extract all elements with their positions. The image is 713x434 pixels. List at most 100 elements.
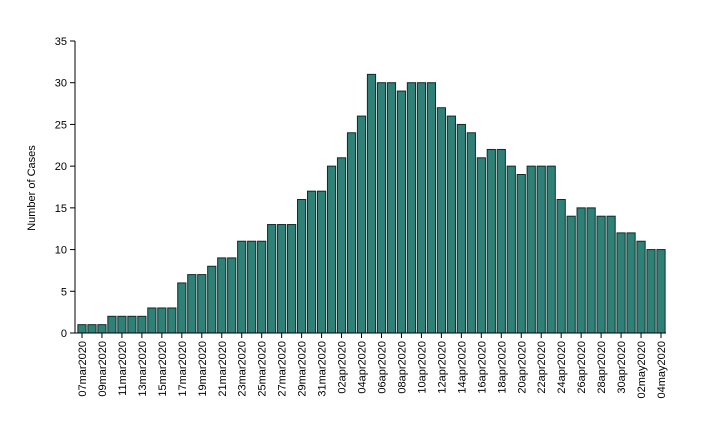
y-tick-label: 0 [61, 328, 67, 340]
bar [197, 274, 207, 334]
bar [346, 132, 357, 334]
bar [556, 199, 566, 334]
y-axis: 0 5 10 15 20 25 30 35 [55, 36, 76, 340]
x-tick-label: 25mar2020 [257, 341, 269, 397]
bar [326, 165, 337, 334]
bar [306, 190, 317, 334]
y-tick-label: 5 [61, 286, 67, 298]
bar [237, 240, 247, 334]
bar [566, 215, 576, 334]
bar [277, 224, 287, 334]
bar [606, 215, 616, 334]
bar [596, 215, 606, 334]
bar [486, 148, 496, 334]
bar [506, 165, 516, 334]
x-tick-label: 16apr2020 [476, 341, 488, 394]
y-tick-label: 35 [55, 36, 67, 48]
bar [546, 165, 556, 334]
bar [446, 115, 456, 334]
y-tick-label: 30 [55, 78, 67, 90]
bar [576, 207, 586, 334]
y-axis-title: Number of Cases [26, 145, 38, 231]
y-tick-label: 25 [55, 119, 67, 131]
bar [536, 165, 546, 334]
bar [366, 73, 377, 334]
x-tick-label: 07mar2020 [77, 341, 89, 397]
bar [177, 282, 187, 334]
bar [586, 207, 596, 334]
x-tick-label: 31mar2020 [317, 341, 329, 397]
x-tick-label: 13mar2020 [137, 341, 149, 397]
x-tick-label: 04may2020 [656, 341, 668, 399]
x-tick-label: 17mar2020 [177, 341, 189, 397]
x-tick-label: 15mar2020 [157, 341, 169, 397]
x-tick-label: 19mar2020 [197, 341, 209, 397]
bar [147, 307, 157, 334]
y-tick-label: 20 [55, 161, 67, 173]
x-tick-label: 02apr2020 [337, 341, 349, 394]
bar [77, 324, 87, 334]
bar [386, 82, 397, 334]
bar [626, 232, 636, 334]
bar [466, 132, 476, 334]
bar [87, 324, 97, 334]
x-tick-label: 23mar2020 [237, 341, 249, 397]
bar [406, 82, 417, 334]
x-tick-label: 02may2020 [636, 341, 648, 399]
x-tick-label: 29mar2020 [297, 341, 309, 397]
bar [297, 199, 307, 334]
bar [316, 190, 327, 334]
bar [217, 257, 227, 334]
bar [646, 249, 656, 334]
bars-group [77, 73, 666, 334]
bar [416, 82, 427, 334]
bar [396, 90, 407, 334]
x-tick-label: 22apr2020 [536, 341, 548, 394]
bar [496, 148, 506, 334]
bar [267, 224, 277, 334]
bar [287, 224, 297, 334]
x-tick-label: 20apr2020 [516, 341, 528, 394]
x-tick-label: 06apr2020 [376, 341, 388, 394]
bar [356, 115, 367, 334]
bar [456, 123, 466, 334]
bar [107, 315, 117, 334]
bar [127, 315, 137, 334]
bar [207, 265, 217, 334]
x-tick-label: 09mar2020 [97, 341, 109, 397]
y-tick-label: 15 [55, 203, 67, 215]
bar [187, 274, 197, 334]
x-tick-label: 28apr2020 [596, 341, 608, 394]
bar [97, 324, 107, 334]
bar [656, 249, 666, 334]
bar [167, 307, 177, 334]
bar [336, 157, 347, 334]
bar [616, 232, 626, 334]
bar [247, 240, 257, 334]
bar [636, 240, 646, 334]
bar [117, 315, 127, 334]
x-tick-label: 04apr2020 [357, 341, 369, 394]
bar [376, 82, 387, 334]
x-tick-label: 24apr2020 [556, 341, 568, 394]
bar [516, 173, 526, 334]
bar [476, 157, 486, 334]
bar [436, 107, 446, 334]
x-tick-label: 26apr2020 [576, 341, 588, 394]
bar [227, 257, 237, 334]
x-tick-label: 27mar2020 [277, 341, 289, 397]
bar [257, 240, 267, 334]
x-tick-label: 21mar2020 [217, 341, 229, 397]
x-tick-label: 12apr2020 [436, 341, 448, 394]
bar [526, 165, 536, 334]
x-tick-label: 30apr2020 [616, 341, 628, 394]
bar [157, 307, 167, 334]
bar [137, 315, 147, 334]
x-tick-label: 18apr2020 [496, 341, 508, 394]
x-tick-label: 11mar2020 [117, 341, 129, 396]
bar [426, 82, 437, 334]
x-tick-label: 10apr2020 [416, 341, 428, 394]
x-axis: 07mar2020 09mar2020 11mar2020 13mar2020 15ma… [75, 332, 668, 399]
x-tick-label: 08apr2020 [396, 341, 408, 394]
